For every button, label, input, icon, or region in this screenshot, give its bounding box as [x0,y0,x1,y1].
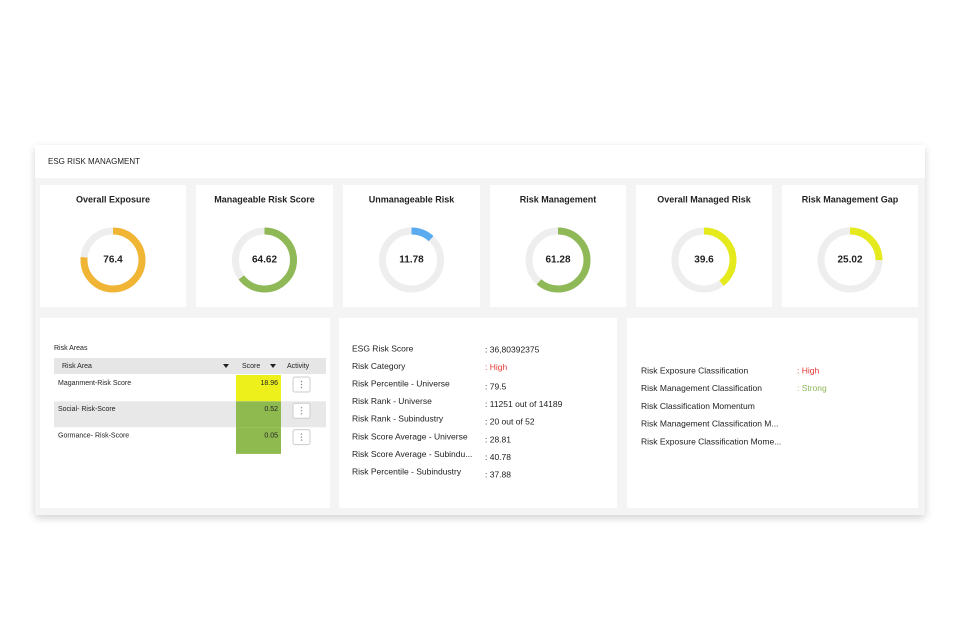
table-title: Risk Areas [54,345,88,352]
panel-title: ESG RISK MANAGMENT [48,157,140,166]
gauge-arc [817,227,883,293]
gauge-title: Manageable Risk Score [214,194,315,204]
score-label: Risk Rank - Universe [352,396,432,406]
menu-dot [300,413,303,415]
gauge-title: Unmanageable Risk [369,194,456,204]
score-text: : High [485,362,507,372]
gauge-title: Overall Exposure [76,194,150,204]
score-label: Risk Score Average - Subindu... [352,449,472,459]
score-label: Risk Rank - Subindustry [352,414,444,424]
gauge-arc [671,227,737,293]
classification-label: Risk Classification Momentum [641,401,755,411]
gauge-title: Risk Management [520,194,597,204]
panel-header [35,145,925,178]
score-label: Risk Score Average - Universe [352,431,468,441]
info-panel [339,318,617,508]
menu-dot [300,439,303,441]
classification-label: Risk Exposure Classification Mome... [641,436,781,446]
column-header: Risk Area [62,363,92,370]
menu-dot [300,383,303,386]
score-text: : 37.88 [485,469,511,479]
gauge-arc [80,227,146,293]
risk-area-name: Maganment-Risk Score [58,380,131,387]
score-label: Risk Percentile - Universe [352,378,450,388]
classification-label: Risk Management Classification [641,383,762,393]
gauge-title: Overall Managed Risk [657,194,752,204]
score-text: : 20 out of 52 [485,417,535,427]
menu-dot [300,407,303,409]
gauge-arc [379,227,444,293]
gauge-value: 61.28 [545,255,570,266]
menu-dot [300,386,303,389]
gauge-value: 76.4 [103,255,123,266]
score-label: Risk Percentile - Subindustry [352,466,462,476]
gauge-value: 25.02 [837,255,862,266]
menu-dot [300,433,303,435]
menu-dot [300,436,303,438]
score-value: 18.96 [260,380,278,387]
score-label: Risk Category [352,361,406,371]
info-panel [627,318,918,508]
score-label: ESG Risk Score [352,343,414,353]
gauge-value: 64.62 [252,255,277,266]
gauge-value: 11.78 [399,255,424,266]
table-header [54,358,326,374]
classification-value: : Strong [797,383,827,393]
score-text: : 79.5 [485,381,507,391]
risk-area-name: Gormance- Risk-Score [58,432,129,439]
sort-icon [223,364,229,368]
score-value: 0.52 [264,406,278,413]
classification-label: Risk Exposure Classification [641,365,749,375]
classification-label: Risk Management Classification M... [641,419,778,429]
gauge-arc [232,227,297,293]
sort-icon [270,364,276,368]
column-header: Score [242,363,260,370]
risk-area-name: Social- Risk-Score [58,406,116,413]
score-text: : 28.81 [485,434,511,444]
score-text: : 11251 out of 14189 [485,399,563,409]
score-text: : 40.78 [485,452,511,462]
classification-value: : High [797,365,819,375]
gauge-arc [525,227,591,293]
gauge-title: Risk Management Gap [802,194,899,204]
menu-dot [300,380,303,383]
score-cell [236,401,281,428]
column-header: Activity [287,363,310,370]
menu-dot [300,410,303,412]
score-cell [236,427,281,454]
score-cell [236,375,281,402]
gauge-value: 39.6 [694,255,714,266]
score-text: : 36,80392375 [485,344,540,354]
score-value: 0.05 [264,432,278,439]
